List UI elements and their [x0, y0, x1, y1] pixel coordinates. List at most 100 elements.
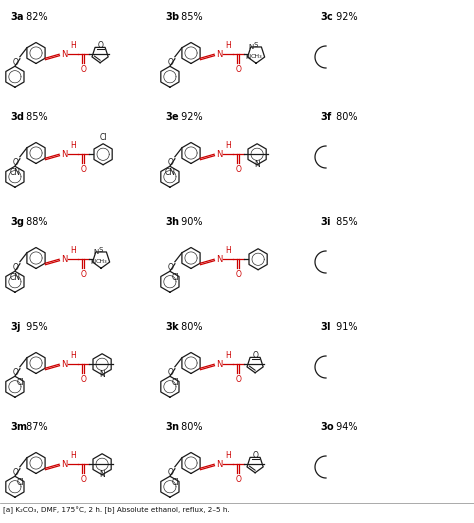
Text: c: c [327, 12, 332, 22]
Text: N: N [216, 460, 222, 469]
Text: O: O [80, 375, 86, 384]
Text: H: H [225, 351, 231, 360]
Text: 3: 3 [165, 217, 172, 227]
Text: N: N [61, 150, 67, 159]
Text: N: N [61, 460, 67, 469]
Text: 3: 3 [10, 112, 17, 122]
Text: S: S [254, 42, 258, 48]
Text: O: O [252, 451, 258, 460]
Text: 3: 3 [165, 422, 172, 432]
Text: N: N [93, 249, 99, 255]
Text: 3: 3 [10, 322, 17, 332]
Text: 3: 3 [10, 422, 17, 432]
Text: n: n [172, 422, 179, 432]
Text: O: O [13, 468, 19, 477]
Text: 85%: 85% [333, 217, 357, 227]
Text: 3: 3 [320, 217, 327, 227]
Text: H: H [70, 141, 76, 150]
Text: N: N [216, 50, 222, 59]
Text: j: j [17, 322, 20, 332]
Text: O: O [168, 263, 174, 272]
Text: CH₃: CH₃ [95, 259, 107, 264]
Text: 91%: 91% [333, 322, 357, 332]
Text: l: l [327, 322, 330, 332]
Text: Cl: Cl [172, 378, 179, 386]
Text: O: O [235, 270, 241, 279]
Text: O: O [13, 58, 19, 67]
Text: N: N [61, 360, 67, 369]
Text: 80%: 80% [178, 322, 202, 332]
Text: m: m [17, 422, 27, 432]
Text: CN: CN [164, 168, 175, 177]
Text: CN: CN [9, 168, 20, 177]
Text: k: k [172, 322, 178, 332]
Text: H: H [225, 41, 231, 50]
Text: O: O [168, 368, 174, 377]
Text: 90%: 90% [178, 217, 202, 227]
Text: O: O [13, 368, 19, 377]
Text: Cl: Cl [17, 477, 24, 487]
Text: O: O [13, 158, 19, 167]
Text: N: N [90, 259, 95, 265]
Text: o: o [327, 422, 333, 432]
Text: 88%: 88% [23, 217, 47, 227]
Text: O: O [80, 65, 86, 74]
Text: O: O [252, 351, 258, 360]
Text: N: N [216, 150, 222, 159]
Text: 3: 3 [165, 322, 172, 332]
Text: 85%: 85% [23, 112, 47, 122]
Text: 3: 3 [165, 112, 172, 122]
Text: O: O [168, 58, 174, 67]
Text: 3: 3 [10, 12, 17, 22]
Text: g: g [17, 217, 24, 227]
Text: i: i [327, 217, 330, 227]
Text: 3: 3 [320, 112, 327, 122]
Text: O: O [235, 375, 241, 384]
Text: 3: 3 [10, 217, 17, 227]
Text: H: H [225, 451, 231, 460]
Text: N: N [61, 255, 67, 264]
Text: 3: 3 [320, 12, 327, 22]
Text: 92%: 92% [333, 12, 357, 22]
Text: f: f [327, 112, 331, 122]
Text: e: e [172, 112, 178, 122]
Text: d: d [17, 112, 24, 122]
Text: CN: CN [9, 273, 20, 282]
Text: 3: 3 [320, 422, 327, 432]
Text: b: b [172, 12, 179, 22]
Text: 80%: 80% [178, 422, 202, 432]
Text: 95%: 95% [23, 322, 47, 332]
Text: H: H [70, 451, 76, 460]
Text: 3: 3 [165, 12, 172, 22]
Text: N: N [99, 470, 105, 479]
Text: 87%: 87% [23, 422, 47, 432]
Text: N: N [248, 44, 254, 50]
Text: 3: 3 [320, 322, 327, 332]
Text: N: N [99, 370, 105, 379]
Text: 82%: 82% [23, 12, 47, 22]
Text: O: O [168, 468, 174, 477]
Text: h: h [172, 217, 179, 227]
Text: O: O [168, 158, 174, 167]
Text: N: N [216, 255, 222, 264]
Text: 80%: 80% [333, 112, 357, 122]
Text: O: O [80, 475, 86, 484]
Text: H: H [225, 141, 231, 150]
Text: [a] K₂CO₃, DMF, 175°C, 2 h. [b] Absolute ethanol, reflux, 2–5 h.: [a] K₂CO₃, DMF, 175°C, 2 h. [b] Absolute… [3, 507, 229, 515]
Text: Cl: Cl [172, 273, 179, 282]
Text: Cl: Cl [100, 133, 107, 142]
Text: a: a [17, 12, 23, 22]
Text: N: N [216, 360, 222, 369]
Text: Cl: Cl [17, 378, 24, 386]
Text: H: H [70, 41, 76, 50]
Text: O: O [235, 475, 241, 484]
Text: 92%: 92% [178, 112, 202, 122]
Text: O: O [13, 263, 19, 272]
Text: CH₃: CH₃ [250, 54, 262, 59]
Text: H: H [225, 246, 231, 255]
Text: 85%: 85% [178, 12, 202, 22]
Text: 94%: 94% [333, 422, 357, 432]
Text: O: O [235, 65, 241, 74]
Text: S: S [99, 247, 103, 253]
Text: O: O [97, 41, 103, 50]
